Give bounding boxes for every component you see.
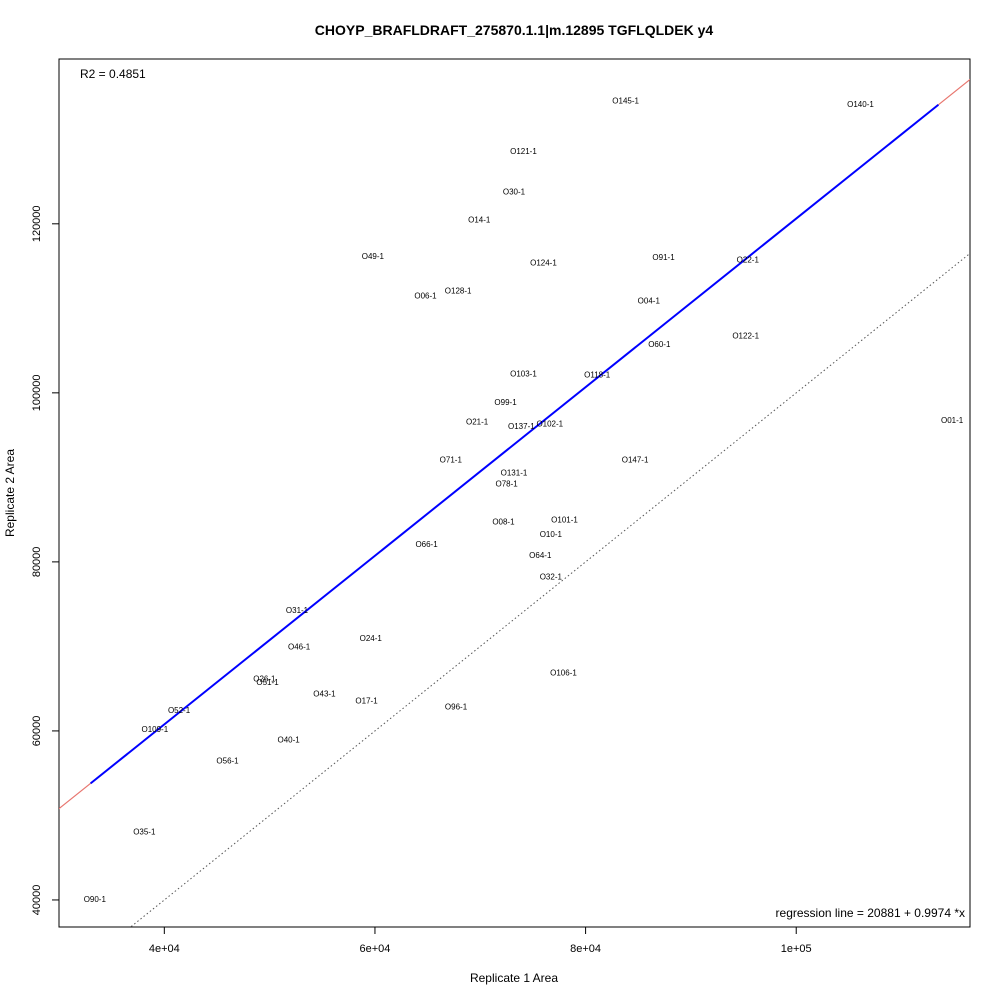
point-label: O131-1 — [501, 468, 528, 477]
point-label: O21-1 — [466, 418, 489, 427]
point-label: O121-1 — [510, 147, 537, 156]
point-label: O31-1 — [286, 606, 309, 615]
point-label: O17-1 — [355, 696, 378, 705]
point-label: O64-1 — [529, 551, 552, 560]
point-label: O109-1 — [141, 725, 168, 734]
point-label: O49-1 — [362, 252, 385, 261]
point-label: O118-1 — [584, 370, 611, 379]
point-label: O78-1 — [495, 479, 518, 488]
point-label: O22-1 — [737, 255, 760, 264]
point-label: O91-1 — [652, 253, 675, 262]
point-label: O124-1 — [530, 259, 557, 268]
point-label: O43-1 — [313, 690, 336, 699]
x-axis: 4e+04 6e+04 8e+04 1e+05 — [149, 927, 812, 955]
point-labels: O145-1 O140-1 O121-1 O30-1 O14-1 O49-1 O124-1 O… — [84, 96, 964, 904]
point-label: O14-1 — [468, 216, 491, 225]
point-label: O35-1 — [133, 827, 156, 836]
point-label: O01-1 — [941, 416, 964, 425]
point-label: O122-1 — [732, 331, 759, 340]
point-label: O71-1 — [440, 456, 463, 465]
point-label: O40-1 — [277, 735, 300, 744]
point-label: O04-1 — [638, 297, 661, 306]
x-tick-label: 4e+04 — [149, 943, 180, 955]
point-label: O147-1 — [622, 456, 649, 465]
x-tick-label: 8e+04 — [570, 943, 601, 955]
x-axis-label: Replicate 1 Area — [470, 971, 558, 985]
point-label: O26-1 — [253, 675, 276, 684]
y-tick-label: 60000 — [31, 716, 43, 747]
regression-annotation: regression line = 20881 + 0.9974 *x — [776, 906, 965, 920]
r2-annotation: R2 = 0.4851 — [80, 67, 146, 81]
point-label: O101-1 — [551, 516, 578, 525]
point-label: O66-1 — [415, 540, 438, 549]
identity-line — [129, 252, 970, 927]
point-label: O99-1 — [494, 398, 517, 407]
y-tick-label: 80000 — [31, 547, 43, 578]
point-label: O140-1 — [847, 100, 874, 109]
y-tick-label: 120000 — [31, 205, 43, 242]
y-axis: 40000 60000 80000 100000 120000 — [31, 205, 59, 915]
chart-title: CHOYP_BRAFLDRAFT_275870.1.1|m.12895 TGFL… — [315, 22, 714, 38]
plot-frame — [58, 58, 971, 928]
point-label: O106-1 — [550, 669, 577, 678]
point-label: O56-1 — [216, 756, 239, 765]
point-label: O145-1 — [612, 96, 639, 105]
point-label: O46-1 — [288, 642, 311, 651]
point-label: O08-1 — [492, 517, 515, 526]
x-tick-label: 6e+04 — [360, 943, 391, 955]
y-tick-label: 40000 — [31, 885, 43, 916]
y-tick-label: 100000 — [31, 374, 43, 411]
point-label: O60-1 — [648, 340, 671, 349]
point-label: O103-1 — [510, 369, 537, 378]
point-label: O102-1 — [536, 419, 563, 428]
point-label: O52-1 — [168, 706, 191, 715]
fit-segment — [89, 103, 940, 785]
y-axis-label: Replicate 2 Area — [3, 449, 17, 537]
point-label: O51-1 — [256, 678, 279, 687]
point-label: O32-1 — [540, 572, 563, 581]
point-label: O90-1 — [84, 895, 107, 904]
point-label: O128-1 — [445, 287, 472, 296]
point-label: O30-1 — [503, 188, 526, 197]
clipped-lines — [59, 78, 970, 927]
point-label: O06-1 — [414, 292, 437, 301]
point-label: O24-1 — [360, 634, 383, 643]
point-label: O96-1 — [445, 702, 468, 711]
reference-lines — [59, 78, 970, 927]
x-tick-label: 1e+05 — [781, 943, 812, 955]
point-label: O10-1 — [540, 530, 563, 539]
point-label: O137-1 — [508, 422, 535, 431]
